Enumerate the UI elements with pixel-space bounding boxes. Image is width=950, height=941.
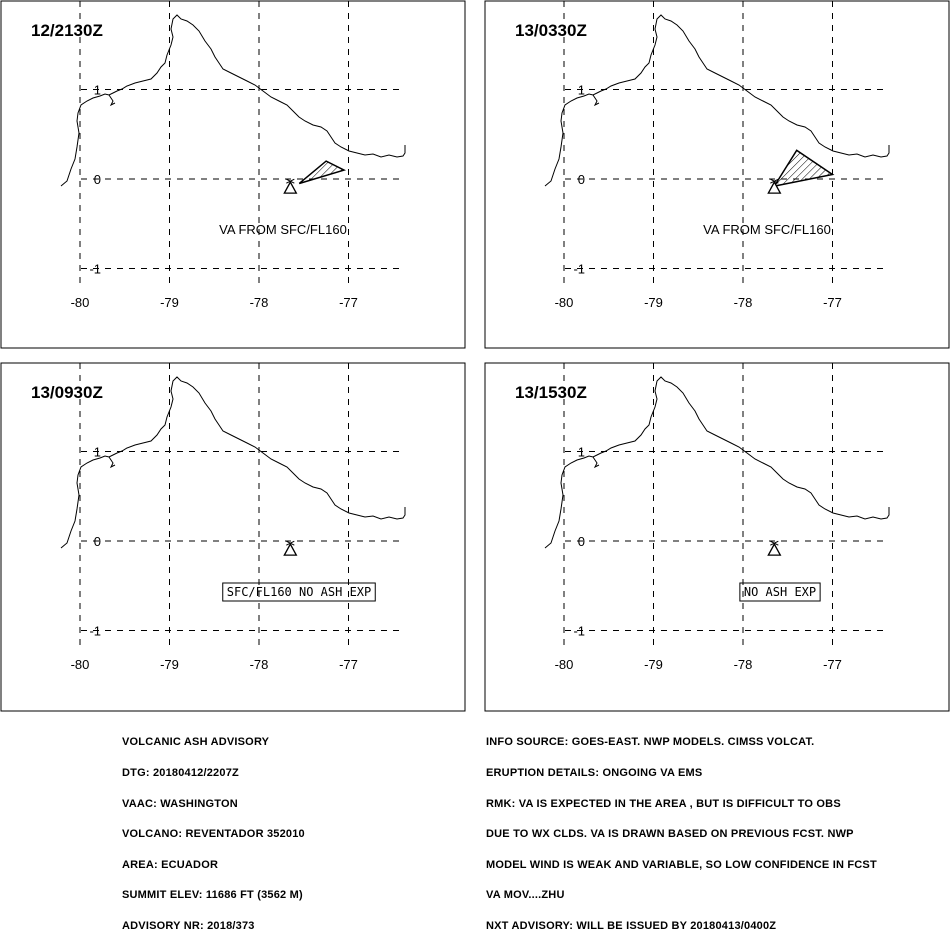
advisory-line: NXT ADVISORY: WILL BE ISSUED BY 20180413… (486, 920, 777, 933)
advisory-line: MODEL WIND IS WEAK AND VARIABLE, SO LOW … (486, 858, 877, 871)
lon-tick-label: -79 (644, 657, 663, 672)
lat-tick-label: 0 (578, 172, 585, 187)
advisory-remarks-info: INFO SOURCE: GOES-EAST. NWP MODELS. CIMS… (486, 717, 877, 941)
advisory-line: RMK: VA IS EXPECTED IN THE AREA , BUT IS… (486, 797, 841, 810)
lon-tick-label: -78 (250, 657, 269, 672)
lon-tick-label: -77 (339, 295, 358, 310)
advisory-line: DUE TO WX CLDS. VA IS DRAWN BASED ON PRE… (486, 828, 854, 841)
map-panel: -80 -79 -78 -77 1 0 -1 13/1530Z NO ASH EXP (484, 362, 950, 712)
river-outline (108, 456, 116, 469)
lat-tick-label: -1 (89, 262, 101, 277)
lat-tick-label: -1 (89, 624, 101, 639)
map-panel: -80 -79 -78 -77 1 0 -1 13/0930Z SFC/FL160 NO ASH… (0, 362, 466, 712)
border-outline (544, 14, 890, 187)
lon-tick-label: -78 (734, 295, 753, 310)
valid-time-label: 13/0330Z (515, 21, 587, 40)
lat-tick-label: 1 (94, 83, 101, 98)
lon-tick-label: -80 (71, 295, 90, 310)
volcano-icon (283, 178, 298, 194)
lon-tick-label: -78 (250, 295, 269, 310)
border-outline (544, 376, 890, 549)
map-panel: -80 -79 -78 -77 1 0 -1 12/2130Z VA FROM SFC/FL16… (0, 0, 466, 349)
panel-frame (484, 362, 950, 712)
river-outline (592, 456, 600, 469)
advisory-line: SUMMIT ELEV: 11686 FT (3562 M) (122, 889, 303, 902)
advisory-line: AREA: ECUADOR (122, 858, 219, 871)
lon-tick-label: -77 (823, 295, 842, 310)
lon-tick-label: -77 (339, 657, 358, 672)
panel-frame (484, 0, 950, 349)
river-outline (592, 94, 600, 107)
ash-annotation-label: VA FROM SFC/FL160 (703, 222, 831, 237)
lat-tick-label: -1 (573, 624, 585, 639)
ash-annotation-label: SFC/FL160 NO ASH EXP (227, 585, 372, 599)
lat-tick-label: 1 (578, 83, 585, 98)
advisory-line: VOLCANO: REVENTADOR 352010 (122, 828, 305, 841)
lon-tick-label: -79 (644, 295, 663, 310)
panel-frame (0, 362, 466, 712)
lat-tick-label: 0 (578, 534, 585, 549)
lon-tick-label: -79 (160, 657, 179, 672)
river-outline (108, 94, 116, 107)
advisory-line: VAAC: WASHINGTON (122, 797, 238, 810)
advisory-line: ADVISORY NR: 2018/373 (122, 920, 255, 933)
advisory-line: ERUPTION DETAILS: ONGOING VA EMS (486, 767, 703, 780)
lon-tick-label: -80 (71, 657, 90, 672)
lat-tick-label: 1 (94, 445, 101, 460)
volcano-icon (283, 540, 298, 556)
valid-time-label: 13/1530Z (515, 383, 587, 402)
ash-annotation-label: NO ASH EXP (744, 585, 816, 599)
border-outline (60, 376, 406, 549)
advisory-header-info: VOLCANIC ASH ADVISORY DTG: 20180412/2207… (122, 717, 305, 941)
volcano-icon (767, 178, 782, 194)
lon-tick-label: -78 (734, 657, 753, 672)
lat-tick-label: 0 (94, 172, 101, 187)
advisory-map-figure: -80 -79 -78 -77 1 0 -1 12/2130Z VA FROM SFC/FL16… (0, 0, 950, 712)
ash-annotation-box (222, 582, 376, 602)
border-outline (60, 14, 406, 187)
map-panel: -80 -79 -78 -77 1 0 -1 13/0330Z VA FROM SFC/FL16… (484, 0, 950, 349)
advisory-line: VA MOV....ZHU (486, 889, 565, 902)
ash-cloud-polygon (298, 160, 347, 185)
lon-tick-label: -80 (555, 657, 574, 672)
valid-time-label: 12/2130Z (31, 21, 103, 40)
lat-tick-label: 0 (94, 534, 101, 549)
ash-annotation-label: VA FROM SFC/FL160 (219, 222, 347, 237)
advisory-line: VOLCANIC ASH ADVISORY (122, 736, 270, 749)
ash-cloud-polygon (772, 149, 835, 188)
valid-time-label: 13/0930Z (31, 383, 103, 402)
ash-annotation-box (739, 582, 821, 602)
lat-tick-label: 1 (578, 445, 585, 460)
lon-tick-label: -77 (823, 657, 842, 672)
lat-tick-label: -1 (573, 262, 585, 277)
advisory-line: DTG: 20180412/2207Z (122, 767, 239, 780)
volcano-icon (767, 540, 782, 556)
lon-tick-label: -80 (555, 295, 574, 310)
lon-tick-label: -79 (160, 295, 179, 310)
panel-frame (0, 0, 466, 349)
advisory-line: INFO SOURCE: GOES-EAST. NWP MODELS. CIMS… (486, 736, 815, 749)
